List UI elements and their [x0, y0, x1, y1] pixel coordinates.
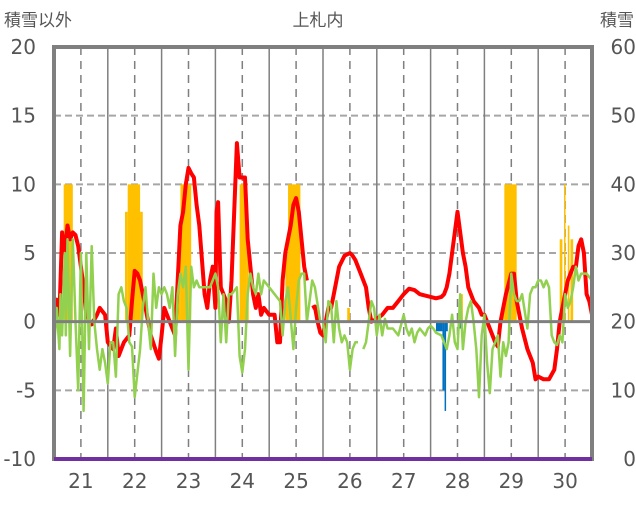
x-tick-label: 30 — [552, 469, 577, 493]
left-y-tick-label: 5 — [23, 241, 36, 265]
green-series-line — [52, 238, 593, 413]
right-y-tick-label: 0 — [623, 447, 636, 471]
orange-bar — [559, 239, 563, 322]
x-tick-label: 22 — [122, 469, 147, 493]
right-y-tick-label: 40 — [611, 172, 636, 196]
orange-bar — [140, 211, 143, 322]
left-y-tick-label: 20 — [11, 35, 36, 59]
left-y-tick-label: 10 — [11, 172, 36, 196]
blue-bar — [445, 321, 448, 332]
orange-bar — [127, 184, 141, 322]
orange-bar — [125, 211, 128, 322]
gridlines — [54, 47, 592, 459]
blue-bar — [459, 321, 462, 329]
orange-bar — [570, 239, 574, 322]
left-axis-title: 積雪以外 — [4, 11, 72, 31]
chart-title: 上札内 — [293, 11, 344, 31]
right-y-tick-label: 50 — [611, 104, 636, 128]
left-y-tick-label: 0 — [23, 310, 36, 334]
x-tick-label: 27 — [391, 469, 416, 493]
orange-bar — [246, 239, 249, 322]
x-tick-label: 21 — [68, 469, 93, 493]
right-y-tick-label: 10 — [611, 378, 636, 402]
orange-bar — [285, 253, 289, 322]
left-y-tick-label: -5 — [16, 378, 36, 402]
x-tick-label: 29 — [499, 469, 524, 493]
x-tick-label: 23 — [176, 469, 201, 493]
x-tick-label: 24 — [230, 469, 255, 493]
x-tick-label: 28 — [445, 469, 470, 493]
right-y-tick-label: 60 — [611, 35, 636, 59]
right-y-tick-label: 30 — [611, 241, 636, 265]
right-axis-title: 積雪 — [600, 11, 634, 31]
blue-bar — [442, 321, 445, 391]
x-tick-label: 26 — [337, 469, 362, 493]
left-y-tick-label: -10 — [3, 447, 36, 471]
orange-bar — [180, 184, 192, 322]
orange-bar — [347, 307, 350, 322]
orange-bar — [239, 184, 247, 322]
blue-bar — [435, 321, 443, 332]
right-y-tick-label: 20 — [611, 310, 636, 334]
left-y-tick-label: 15 — [11, 104, 36, 128]
orange-bar — [564, 184, 566, 322]
blue-bar — [444, 321, 447, 411]
x-tick-label: 25 — [283, 469, 308, 493]
plot-frame — [52, 45, 594, 461]
